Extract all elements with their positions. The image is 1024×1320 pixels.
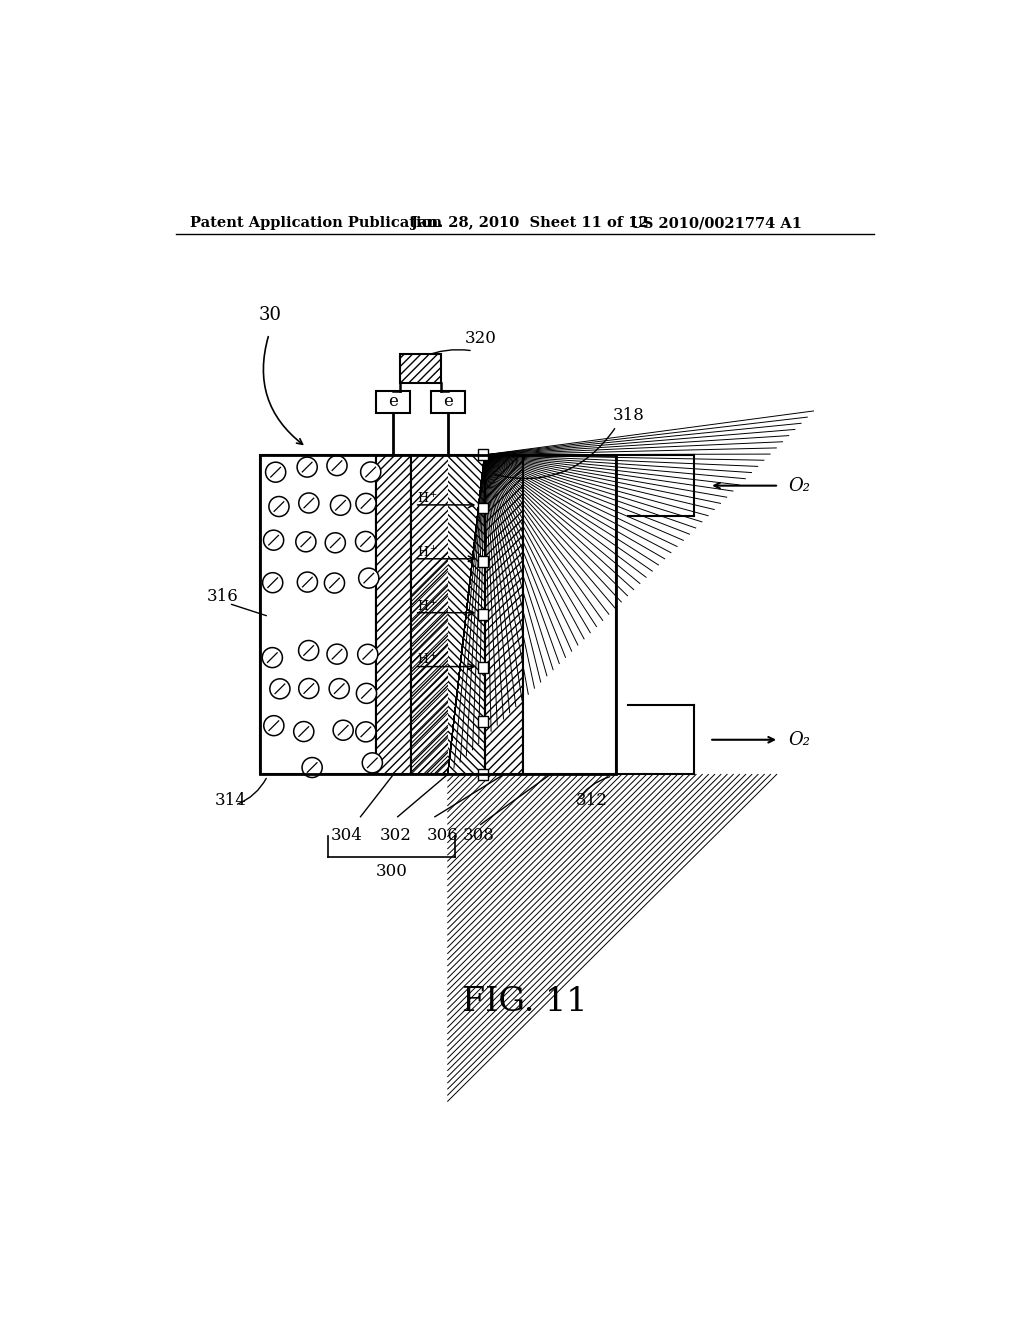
Text: 30: 30 — [258, 306, 282, 325]
Bar — [400, 354, 440, 383]
Circle shape — [326, 533, 345, 553]
Circle shape — [299, 678, 318, 698]
Circle shape — [302, 758, 323, 777]
Text: H$^+$: H$^+$ — [417, 599, 438, 614]
Text: FIG. 11: FIG. 11 — [462, 986, 588, 1018]
Bar — [523, 455, 616, 775]
Text: 308: 308 — [463, 826, 495, 843]
Bar — [376, 455, 411, 775]
Text: 300: 300 — [376, 863, 408, 880]
Text: 314: 314 — [215, 792, 247, 809]
Text: e: e — [388, 393, 398, 411]
Text: US 2010/0021774 A1: US 2010/0021774 A1 — [630, 216, 802, 230]
Circle shape — [355, 722, 376, 742]
Text: 306: 306 — [427, 826, 459, 843]
Bar — [477, 610, 488, 620]
Text: H$^+$: H$^+$ — [417, 653, 438, 668]
Circle shape — [331, 495, 350, 515]
Text: O₂: O₂ — [788, 731, 810, 748]
Text: 302: 302 — [380, 826, 412, 843]
Circle shape — [356, 684, 377, 704]
Text: 312: 312 — [575, 792, 608, 809]
Bar — [477, 770, 488, 780]
Bar — [477, 663, 488, 673]
Circle shape — [262, 573, 283, 593]
Text: e: e — [442, 393, 453, 411]
Circle shape — [297, 572, 317, 593]
Bar — [477, 449, 488, 461]
Text: 304: 304 — [331, 826, 362, 843]
Circle shape — [360, 462, 381, 482]
Circle shape — [299, 492, 318, 513]
Text: H$^+$: H$^+$ — [417, 545, 438, 560]
Circle shape — [263, 531, 284, 550]
Bar — [477, 556, 488, 566]
Circle shape — [269, 496, 289, 516]
Circle shape — [327, 644, 347, 664]
Circle shape — [325, 573, 344, 593]
Circle shape — [269, 678, 290, 698]
Text: O₂: O₂ — [788, 477, 810, 495]
Circle shape — [294, 722, 313, 742]
Circle shape — [357, 644, 378, 664]
Circle shape — [333, 721, 353, 741]
Circle shape — [356, 494, 376, 513]
Bar — [447, 455, 484, 775]
Circle shape — [329, 678, 349, 698]
Text: H$^+$: H$^+$ — [417, 491, 438, 507]
Bar — [260, 455, 376, 775]
Text: 318: 318 — [612, 407, 644, 424]
Circle shape — [296, 532, 316, 552]
Bar — [377, 391, 411, 412]
Bar — [484, 455, 523, 775]
Circle shape — [355, 532, 376, 552]
Circle shape — [299, 640, 318, 660]
Bar — [260, 455, 616, 775]
Bar — [411, 455, 484, 775]
Bar — [411, 455, 447, 775]
Circle shape — [327, 455, 347, 475]
Bar — [477, 503, 488, 513]
Circle shape — [362, 752, 382, 772]
Bar — [411, 455, 484, 775]
Bar — [431, 391, 465, 412]
Text: 316: 316 — [207, 589, 239, 605]
Text: Jan. 28, 2010  Sheet 11 of 12: Jan. 28, 2010 Sheet 11 of 12 — [411, 216, 648, 230]
Text: 320: 320 — [465, 330, 497, 347]
Circle shape — [262, 648, 283, 668]
Circle shape — [297, 457, 317, 477]
Circle shape — [358, 568, 379, 589]
Circle shape — [265, 462, 286, 482]
Circle shape — [264, 715, 284, 735]
Text: Patent Application Publication: Patent Application Publication — [190, 216, 442, 230]
Bar — [477, 715, 488, 726]
